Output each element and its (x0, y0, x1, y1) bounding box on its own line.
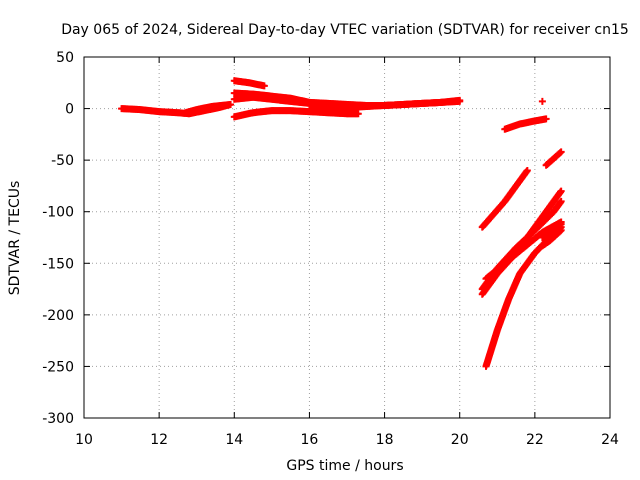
series-8 (538, 97, 546, 105)
data-point (260, 82, 268, 90)
x-tick-label: 20 (451, 432, 469, 448)
y-tick-label: -250 (42, 359, 74, 375)
data-points (118, 77, 565, 370)
y-tick-label: -100 (42, 205, 74, 221)
x-tick-label: 10 (75, 432, 93, 448)
y-tick-labels: -300 -250 -200 -150 -100 -50 0 50 (42, 50, 74, 427)
data-point (456, 96, 464, 104)
y-tick-label: -150 (42, 256, 74, 272)
y-tick-label: -200 (42, 308, 74, 324)
y-tick-label: -300 (42, 411, 74, 427)
data-point (557, 187, 565, 195)
y-tick-label: 50 (56, 50, 74, 66)
series-7 (501, 115, 550, 133)
series-9 (478, 166, 531, 231)
data-point (557, 197, 565, 205)
series-16 (542, 148, 565, 169)
x-tick-label: 18 (376, 432, 394, 448)
series-2 (230, 77, 268, 90)
x-tick-label: 12 (150, 432, 168, 448)
series-6 (305, 96, 464, 114)
x-tick-labels: 10 12 14 16 18 20 22 24 (75, 432, 619, 448)
data-point (227, 100, 235, 108)
data-point (305, 99, 313, 107)
x-tick-label: 22 (526, 432, 544, 448)
axis-ticks (83, 56, 611, 419)
data-point (354, 110, 362, 118)
y-tick-label: -50 (51, 153, 74, 169)
series-15 (538, 220, 565, 241)
x-tick-label: 16 (301, 432, 319, 448)
data-point (542, 115, 550, 123)
x-axis-label: GPS time / hours (286, 458, 403, 474)
series-4 (230, 93, 313, 107)
x-tick-label: 14 (225, 432, 243, 448)
data-point (523, 166, 531, 174)
data-point (557, 220, 565, 228)
y-tick-label: 0 (65, 102, 74, 118)
x-tick-label: 24 (601, 432, 619, 448)
series-14 (538, 226, 565, 250)
data-point (557, 148, 565, 156)
chart-title: Day 065 of 2024, Sidereal Day-to-day VTE… (61, 22, 629, 38)
series-1 (181, 100, 235, 117)
data-point (538, 97, 546, 105)
y-axis-label: SDTVAR / TECUs (7, 181, 23, 296)
plot-frame (83, 56, 611, 419)
